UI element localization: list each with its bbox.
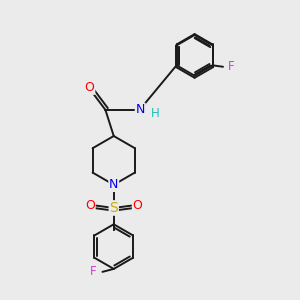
Text: O: O	[85, 199, 95, 212]
Text: F: F	[228, 60, 235, 73]
Text: H: H	[151, 107, 159, 120]
Text: N: N	[109, 178, 119, 191]
Text: N: N	[136, 103, 145, 116]
Text: O: O	[85, 81, 94, 94]
Text: F: F	[90, 266, 97, 278]
Text: S: S	[110, 201, 118, 215]
Text: O: O	[133, 199, 142, 212]
